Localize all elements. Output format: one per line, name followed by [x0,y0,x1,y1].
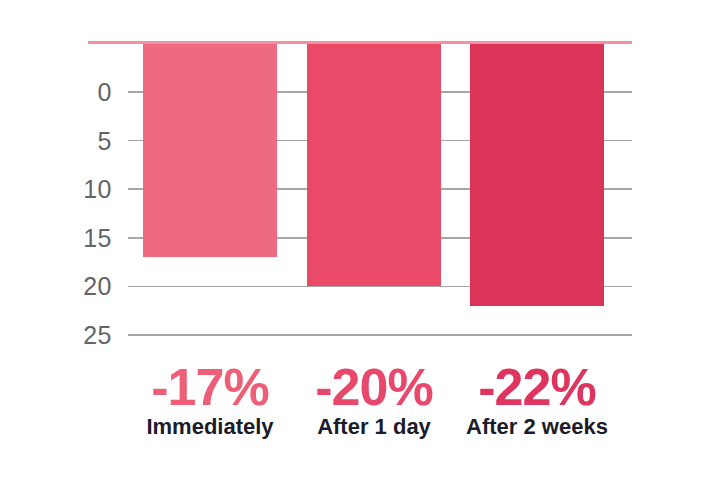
y-tick-label-5: 5 [30,128,112,154]
y-tick-label-15: 15 [30,225,112,251]
y-tick-label-25: 25 [30,322,112,348]
category-label-after-1-day: After 1 day [284,415,464,439]
y-tick-label-0: 0 [30,79,112,105]
bar-after-2-weeks [470,43,604,306]
value-label-immediately: -17% [120,361,300,413]
bar-after-1-day [307,43,441,286]
baseline-line [88,41,632,44]
value-label-after-2-weeks: -22% [447,361,627,413]
y-tick-label-10: 10 [30,176,112,202]
category-label-immediately: Immediately [120,415,300,439]
bar-immediately [143,43,277,257]
bar-chart: 0 5 10 15 20 25 -17%Immediately-20%After 1 da… [0,0,720,491]
gridline-25 [128,334,632,336]
category-label-after-2-weeks: After 2 weeks [447,415,627,439]
y-tick-label-20: 20 [30,273,112,299]
value-label-after-1-day: -20% [284,361,464,413]
